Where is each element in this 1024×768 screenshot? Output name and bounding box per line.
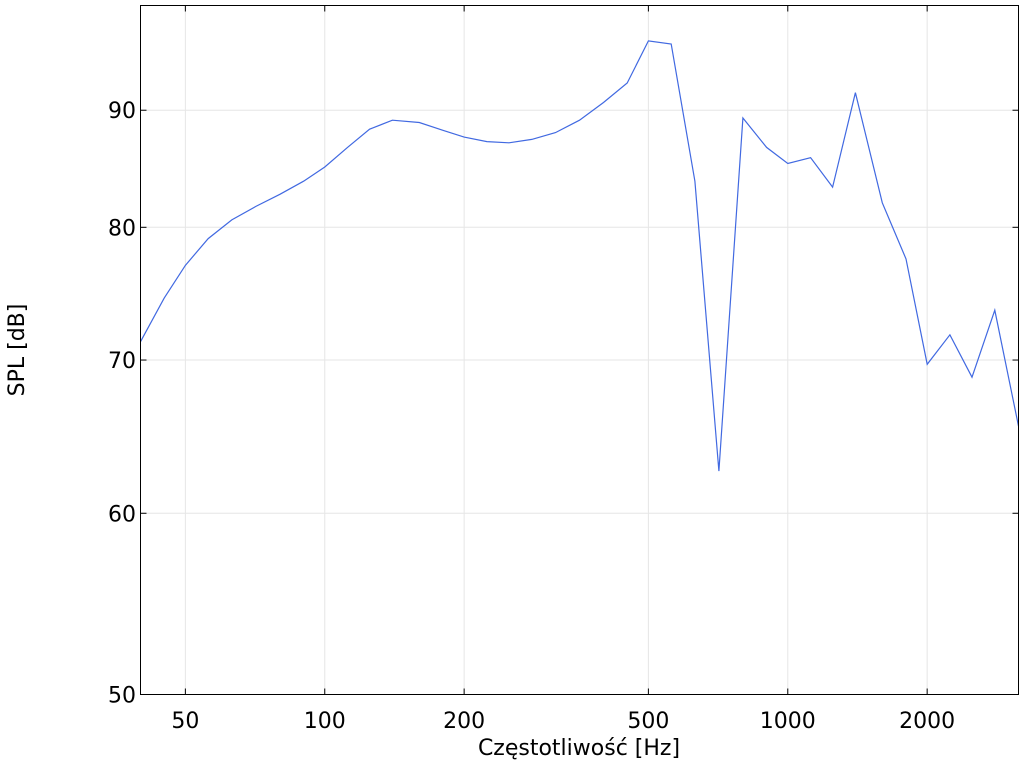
y-tick-label: 80 (108, 216, 136, 241)
x-tick-label: 200 (443, 709, 485, 734)
y-tick-label: 60 (108, 502, 136, 527)
spl-series-line (139, 40, 1020, 472)
y-tick-label: 50 (108, 684, 136, 709)
x-tick-label: 2000 (899, 709, 955, 734)
axis-ticks: 50 100 200 500 1000 2000 50 60 70 80 90 (108, 5, 1019, 734)
x-tick-label: 50 (171, 709, 199, 734)
y-tick-label: 70 (108, 349, 136, 374)
plot-frame (140, 5, 1019, 695)
x-axis-label: Częstotliwość [Hz] (478, 736, 680, 761)
y-axis-label: SPL [dB] (5, 304, 30, 397)
y-tick-label: 90 (108, 99, 136, 124)
x-tick-label: 1000 (760, 709, 816, 734)
x-tick-label: 500 (627, 709, 669, 734)
grid-lines (140, 5, 1019, 695)
x-tick-label: 100 (304, 709, 346, 734)
